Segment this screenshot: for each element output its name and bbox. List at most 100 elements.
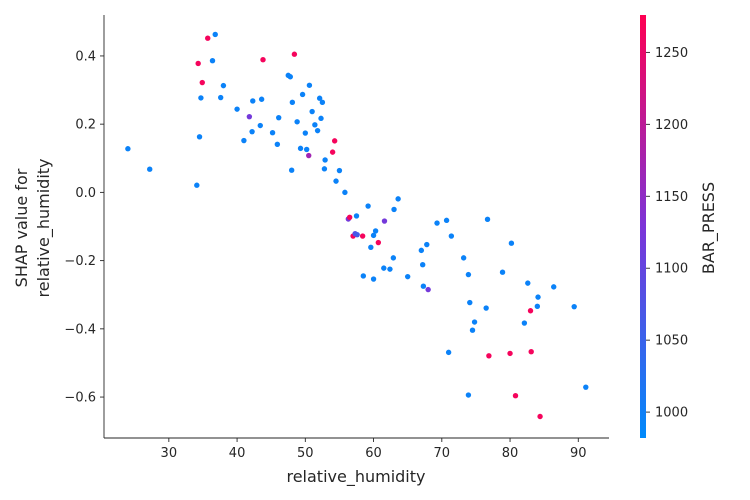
scatter-point-11: [220, 82, 227, 89]
scatter-point-80: [465, 271, 472, 278]
y-tick-label-2: 0.0: [75, 186, 96, 201]
scatter-point-92: [525, 280, 531, 286]
scatter-point-100: [583, 384, 589, 390]
scatter-point-98: [551, 284, 557, 290]
scatter-points: [125, 31, 589, 420]
scatter-point-91: [521, 320, 528, 326]
colorbar-tick-label-1150: 1150: [655, 190, 688, 205]
scatter-point-94: [528, 348, 534, 355]
scatter-point-93: [527, 308, 534, 314]
x-tick-label-30: 30: [161, 446, 178, 461]
x-ticks: 30 40 50 60 70 80 90: [161, 438, 587, 461]
scatter-point-37: [314, 127, 321, 134]
scatter-point-95: [534, 303, 541, 310]
scatter-point-89: [508, 240, 515, 246]
scatter-point-71: [420, 283, 427, 289]
scatter-point-60: [372, 228, 379, 234]
scatter-point-88: [507, 350, 513, 357]
scatter-point-1: [147, 166, 153, 172]
scatter-point-35: [309, 108, 315, 115]
scatter-point-25: [288, 167, 295, 173]
x-tick-label-80: 80: [502, 446, 519, 461]
scatter-point-49: [346, 214, 353, 220]
scatter-point-42: [322, 157, 328, 163]
x-tick-label-90: 90: [570, 446, 587, 461]
colorbar-label: BAR_PRESS: [699, 182, 719, 274]
scatter-point-77: [448, 233, 455, 239]
scatter-point-55: [360, 273, 367, 279]
scatter-point-70: [419, 262, 426, 268]
y-axis-label-line-1: SHAP value for: [12, 168, 31, 287]
scatter-point-41: [321, 166, 328, 172]
scatter-point-67: [395, 196, 401, 202]
scatter-point-78: [460, 255, 467, 261]
scatter-point-65: [390, 255, 397, 261]
scatter-point-7: [205, 35, 211, 41]
scatter-point-79: [465, 392, 472, 398]
scatter-point-33: [306, 152, 312, 159]
colorbar-tick-label-1100: 1100: [655, 262, 688, 277]
scatter-point-22: [276, 114, 282, 121]
scatter-point-83: [471, 319, 478, 325]
scatter-point-47: [342, 189, 348, 196]
scatter-point-63: [381, 218, 388, 224]
scatter-point-30: [299, 91, 306, 98]
scatter-point-74: [434, 220, 440, 226]
scatter-point-45: [333, 178, 339, 184]
scatter-point-14: [246, 113, 253, 120]
scatter-point-58: [370, 276, 377, 282]
scatter-point-36: [312, 122, 318, 128]
scatter-point-96: [535, 294, 541, 300]
scatter-point-17: [257, 122, 263, 129]
scatter-point-59: [370, 232, 377, 239]
scatter-point-31: [302, 130, 309, 136]
scatter-point-26: [289, 99, 296, 106]
scatter-point-3: [195, 60, 201, 67]
scatter-point-86: [486, 353, 492, 359]
scatter-point-61: [375, 239, 382, 246]
colorbar-tick-label-1050: 1050: [655, 334, 688, 349]
scatter-point-16: [250, 98, 256, 104]
scatter-point-15: [249, 128, 255, 135]
scatter-point-6: [199, 79, 205, 86]
scatter-point-43: [329, 149, 336, 155]
colorbar-gradient: [640, 15, 646, 438]
y-tick-label-0: 0.4: [75, 49, 96, 64]
scatter-point-44: [331, 138, 338, 144]
x-tick-label-40: 40: [229, 446, 246, 461]
scatter-point-32: [303, 146, 310, 153]
y-tick-label-5: −0.6: [64, 391, 96, 406]
scatter-point-90: [512, 393, 519, 399]
x-tick-label-70: 70: [434, 446, 451, 461]
colorbar-tick-label-1200: 1200: [655, 118, 688, 133]
scatter-point-8: [209, 58, 216, 64]
scatter-point-2: [194, 182, 200, 188]
scatter-point-12: [234, 106, 240, 112]
scatter-point-81: [467, 299, 473, 306]
colorbar-tick-label-1250: 1250: [655, 46, 688, 61]
colorbar-tick-label-1000: 1000: [655, 406, 688, 421]
scatter-point-56: [365, 203, 371, 209]
scatter-point-54: [359, 233, 366, 239]
scatter-point-10: [217, 94, 224, 101]
scatter-point-85: [484, 216, 491, 223]
scatter-point-76: [445, 349, 452, 356]
y-tick-label-1: 0.2: [75, 118, 96, 133]
y-tick-label-4: −0.4: [64, 322, 96, 337]
scatter-point-27: [291, 51, 298, 57]
scatter-point-5: [198, 95, 204, 101]
colorbar-ticks: 1250 1200 1150 1100 1050 1000: [646, 46, 688, 421]
scatter-point-4: [196, 134, 203, 140]
y-axis-label-line-2: relative_humidity: [34, 158, 54, 297]
colorbar: 1250 1200 1150 1100 1050 1000 BAR_PRESS: [640, 15, 719, 438]
scatter-point-82: [469, 327, 476, 333]
scatter-point-53: [354, 231, 360, 238]
scatter-point-97: [537, 413, 543, 420]
y-tick-label-3: −0.2: [64, 254, 96, 269]
y-ticks: 0.4 0.2 0.0 −0.2 −0.4 −0.6: [64, 49, 104, 406]
plot-area: 30 40 50 60 70 80 90 0.4 0.2 0.0 −0.2 −0.4 −0.6: [64, 15, 609, 461]
scatter-point-69: [418, 247, 425, 254]
scatter-point-34: [306, 82, 313, 88]
scatter-point-20: [269, 129, 276, 136]
